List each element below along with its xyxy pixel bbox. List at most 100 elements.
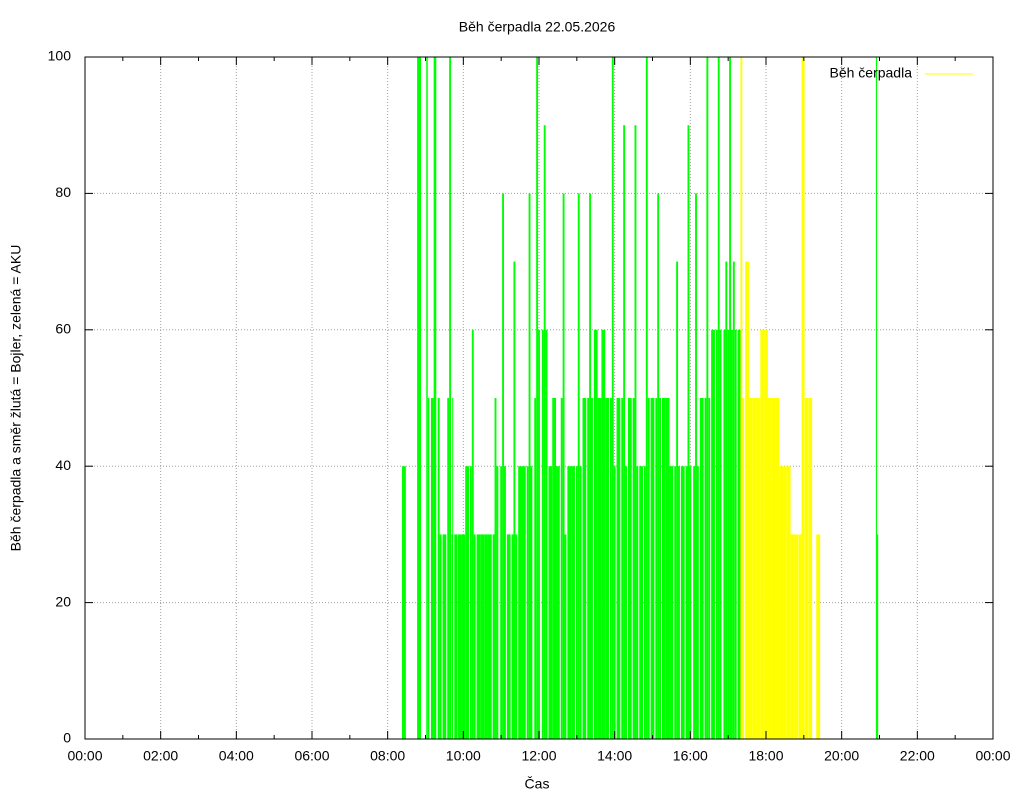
- impulse: [579, 466, 582, 739]
- x-tick-label: 04:00: [219, 748, 254, 764]
- impulse: [577, 193, 580, 739]
- impulse: [808, 398, 813, 739]
- impulse: [401, 466, 406, 739]
- impulse: [545, 329, 548, 739]
- impulse: [706, 57, 709, 739]
- y-tick-label: 100: [48, 48, 72, 64]
- impulse: [704, 398, 707, 739]
- impulse: [494, 398, 497, 739]
- impulse: [696, 466, 699, 739]
- impulse: [447, 398, 450, 739]
- x-axis-label: Čas: [525, 776, 550, 792]
- y-tick-label: 0: [63, 730, 71, 746]
- impulse: [452, 398, 454, 739]
- impulse: [526, 466, 529, 739]
- y-tick-label: 80: [55, 184, 71, 200]
- impulse: [616, 398, 621, 739]
- impulse: [711, 329, 715, 739]
- y-tick-label: 20: [55, 593, 71, 609]
- impulse: [643, 466, 646, 739]
- impulse: [625, 466, 627, 739]
- y-tick-label: 60: [55, 321, 71, 337]
- impulse: [506, 534, 511, 739]
- plot-border: [84, 56, 994, 740]
- impulse: [687, 125, 690, 739]
- impulse: [717, 57, 720, 739]
- impulse: [426, 57, 428, 739]
- x-tick-label: 14:00: [597, 748, 632, 764]
- impulse: [589, 193, 592, 739]
- impulse: [632, 398, 635, 739]
- impulse: [767, 398, 772, 739]
- axes: 0 20 40 60 80 100 00:00 02:00 04:00 06:00 08:00 10:…: [48, 48, 1011, 764]
- impulse: [740, 57, 743, 739]
- impulse: [764, 329, 768, 739]
- impulse: [689, 466, 692, 739]
- impulse: [786, 466, 791, 739]
- impulse: [502, 193, 505, 739]
- impulse: [657, 193, 660, 739]
- impulse: [480, 534, 485, 739]
- impulse: [719, 329, 722, 739]
- impulse: [752, 398, 757, 739]
- impulse: [645, 57, 648, 739]
- impulse: [816, 534, 821, 739]
- impulse: [676, 261, 679, 739]
- impulse: [487, 534, 492, 739]
- impulse: [771, 398, 776, 739]
- x-tick-label: 22:00: [900, 748, 935, 764]
- impulse: [571, 466, 575, 739]
- impulse: [552, 398, 557, 739]
- impulse: [790, 534, 795, 739]
- impulse: [613, 466, 616, 739]
- x-tick-label: 08:00: [370, 748, 405, 764]
- impulse: [597, 398, 602, 739]
- x-tick-label: 20:00: [824, 748, 859, 764]
- impulse: [634, 125, 637, 739]
- impulse: [783, 466, 787, 739]
- impulse: [639, 466, 644, 739]
- x-tick-label: 06:00: [294, 748, 329, 764]
- chart-title: Běh čerpadla 22.05.2026: [459, 19, 616, 35]
- impulse: [798, 534, 802, 739]
- impulse: [621, 398, 624, 739]
- impulse: [439, 534, 442, 739]
- x-tick-label: 10:00: [446, 748, 481, 764]
- impulse: [513, 261, 516, 739]
- impulse: [699, 398, 704, 739]
- impulse: [457, 534, 462, 739]
- impulse: [515, 534, 518, 739]
- legend-label: Běh čerpadla: [829, 65, 912, 81]
- impulse: [650, 398, 655, 739]
- impulse: [567, 466, 572, 739]
- x-tick-label: 00:00: [67, 748, 102, 764]
- impulse: [541, 329, 544, 739]
- impulse: [609, 398, 612, 739]
- impulse: [538, 329, 540, 739]
- impulse: [427, 398, 430, 739]
- impulse: [430, 398, 434, 739]
- impulse: [511, 534, 514, 739]
- x-tick-label: 12:00: [521, 748, 556, 764]
- impulse: [469, 466, 472, 739]
- impulse: [437, 398, 440, 739]
- impulse: [605, 398, 609, 739]
- impulse: [471, 329, 474, 739]
- impulse: [685, 466, 688, 739]
- impulse: [693, 466, 696, 739]
- impulse: [680, 466, 685, 739]
- impulse: [601, 329, 606, 739]
- impulse: [562, 193, 565, 739]
- impulse: [593, 329, 598, 739]
- impulse: [433, 57, 437, 739]
- impulse: [500, 466, 503, 739]
- impulse: [591, 398, 593, 739]
- impulse: [708, 398, 711, 739]
- impulse: [417, 57, 422, 739]
- impulse: [731, 329, 733, 739]
- impulse: [729, 57, 732, 739]
- impulse: [760, 329, 765, 739]
- impulse: [611, 57, 614, 739]
- plot-area: [401, 57, 879, 739]
- impulse: [875, 57, 878, 739]
